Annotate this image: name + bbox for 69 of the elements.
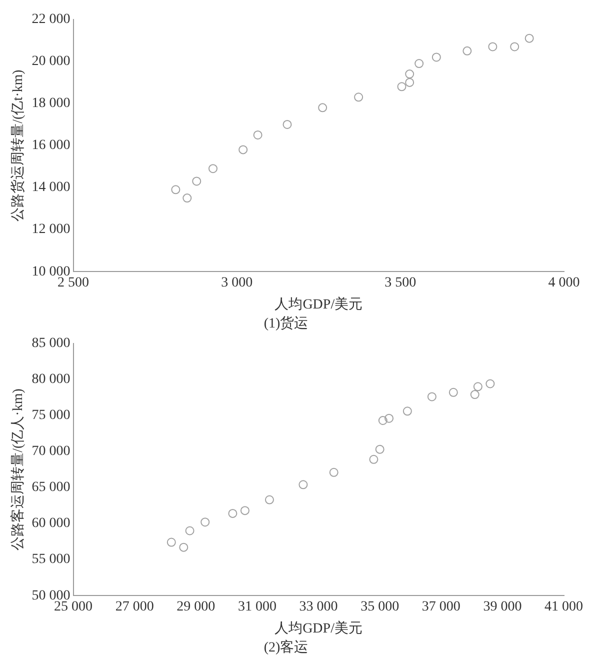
- x-tick-label: 3 500: [384, 276, 416, 291]
- point: [240, 506, 250, 516]
- point: [375, 444, 384, 454]
- point: [369, 454, 378, 464]
- point: [510, 42, 520, 52]
- y-tick-label: 70 000: [32, 444, 70, 460]
- y-tick-label: 80 000: [32, 372, 70, 388]
- point: [318, 103, 328, 112]
- point: [192, 176, 202, 186]
- point: [179, 542, 188, 552]
- point: [378, 416, 388, 425]
- y-tick-label: 20 000: [32, 54, 70, 70]
- y-axis-title: 公路货运周转量/(亿t·km): [10, 69, 26, 222]
- y-axis-title: 公路客运周转量/(亿人·km): [10, 388, 26, 550]
- point: [329, 468, 338, 477]
- point: [448, 388, 458, 397]
- y-tick-label: 22 000: [32, 12, 70, 28]
- x-axis-title: 人均GDP/美元: [274, 296, 363, 312]
- point: [384, 414, 394, 423]
- point: [298, 480, 308, 490]
- point: [432, 52, 441, 62]
- x-tick-label: 39 000: [483, 600, 522, 615]
- point: [405, 78, 414, 87]
- point: [427, 392, 436, 402]
- point: [414, 59, 424, 68]
- y-tick-label: 18 000: [32, 96, 70, 112]
- point: [473, 382, 482, 392]
- point: [405, 70, 414, 79]
- point: [470, 390, 480, 400]
- point: [208, 164, 218, 174]
- x-tick-label: 4 000: [548, 276, 580, 291]
- x-tick-label: 41 000: [544, 600, 583, 615]
- x-tick-label: 3 000: [221, 276, 253, 291]
- text: (2)客运: [264, 639, 308, 656]
- x-tick-label: 35 000: [360, 600, 400, 615]
- x-tick-label: 27 000: [115, 600, 154, 615]
- point: [264, 495, 274, 504]
- point: [282, 120, 292, 129]
- x-tick-label: 29 000: [176, 600, 216, 615]
- x-axis-title: 人均GDP/美元: [274, 620, 362, 636]
- point: [200, 518, 210, 527]
- y-tick-label: 14 000: [32, 180, 70, 196]
- y-tick-label: 85 000: [32, 336, 70, 352]
- text: (1)货运: [264, 315, 308, 332]
- y-tick-label: 60 000: [32, 516, 70, 532]
- y-tick-label: 65 000: [32, 480, 70, 496]
- point: [185, 526, 194, 536]
- y-tick-label: 16 000: [32, 138, 70, 154]
- point: [402, 406, 412, 416]
- point: [488, 42, 498, 52]
- x-tick-label: 31 000: [238, 600, 276, 615]
- x-tick-label: 33 000: [299, 600, 338, 615]
- point: [397, 82, 406, 92]
- point: [166, 538, 176, 547]
- point: [238, 145, 248, 154]
- y-tick-label: 12 000: [32, 222, 70, 238]
- point: [228, 508, 238, 518]
- y-tick-label: 55 000: [32, 552, 70, 568]
- point: [462, 46, 472, 56]
- y-tick-label: 75 000: [32, 408, 70, 424]
- point: [524, 34, 534, 43]
- x-tick-label: 2 500: [58, 276, 90, 291]
- x-tick-label: 37 000: [422, 600, 460, 615]
- point: [486, 379, 495, 388]
- point: [182, 194, 192, 203]
- x-tick-label: 25 000: [54, 600, 93, 615]
- point: [354, 92, 364, 102]
- point: [171, 185, 180, 194]
- point: [253, 130, 262, 140]
